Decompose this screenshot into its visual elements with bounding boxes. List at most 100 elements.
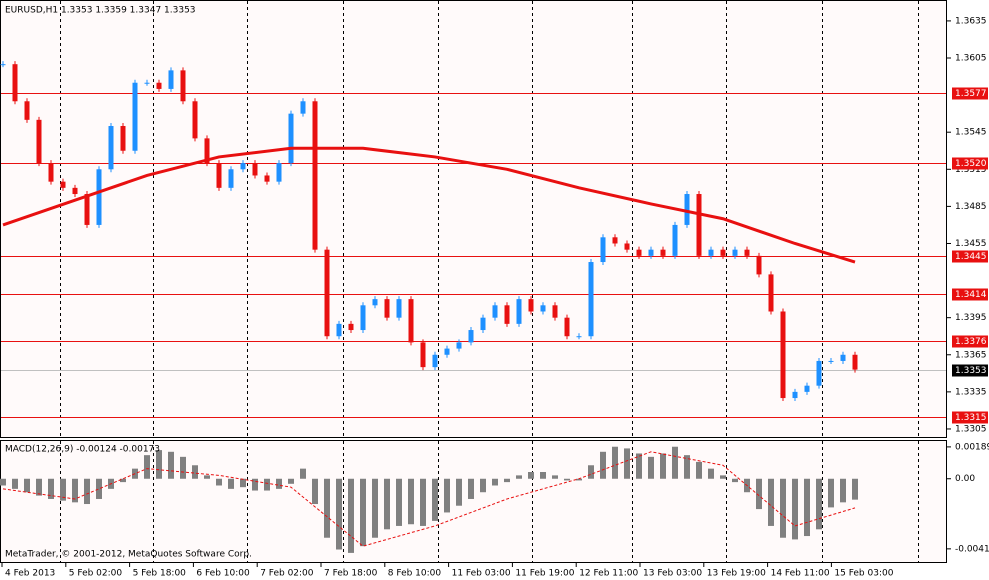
macd-bar (480, 478, 486, 493)
copyright: MetaTrader, © 2001-2012, MetaQuotes Soft… (5, 550, 252, 560)
macd-bar (648, 456, 654, 479)
macd-bar (576, 478, 582, 481)
candle (612, 237, 618, 244)
candle (252, 163, 258, 176)
macd-bar (624, 448, 630, 479)
candle (780, 311, 786, 399)
macd-bar (552, 475, 558, 479)
macd-bar (588, 465, 594, 479)
macd-bar (780, 478, 786, 538)
macd-bar (192, 465, 198, 479)
candle (300, 101, 306, 114)
macd-bar (240, 478, 246, 488)
candle (708, 249, 714, 256)
symbol-info: EURUSD,H1 1.3353 1.3359 1.3347 1.3353 (5, 6, 196, 16)
macd-bar (72, 478, 78, 503)
candle (684, 194, 690, 225)
level-box (952, 288, 988, 301)
x-tick-label: 7 Feb 18:00 (324, 569, 378, 579)
candle (444, 348, 450, 355)
candle (12, 64, 18, 102)
macd-bar (228, 478, 234, 489)
macd-bar (528, 472, 534, 479)
macd-bar (348, 478, 354, 553)
macd-bar (816, 478, 822, 530)
candle (744, 249, 750, 256)
candle (732, 249, 738, 256)
macd-bar (48, 478, 54, 499)
candle (48, 163, 54, 182)
price-pane (0, 0, 947, 438)
candle (576, 336, 582, 338)
level-label: 1.3414 (955, 290, 987, 300)
level-box (952, 335, 988, 348)
candle (24, 101, 30, 120)
macd-bar (168, 451, 174, 479)
candle (0, 64, 6, 66)
y-tick-label: -0.00416 (955, 544, 989, 554)
macd-bar (180, 456, 186, 479)
candle (324, 249, 330, 337)
candle (84, 194, 90, 225)
macd-bar (60, 478, 66, 501)
macd-bar (684, 455, 690, 479)
candle (516, 299, 522, 324)
signal-line (2, 451, 856, 547)
macd-bar (756, 478, 762, 510)
x-tick-label: 5 Feb 18:00 (133, 569, 187, 579)
macd-bar (360, 478, 366, 547)
macd-bar (264, 478, 270, 491)
macd-bar (216, 478, 222, 486)
macd-bar (204, 475, 210, 479)
candle (372, 299, 378, 306)
x-tick-label: 11 Feb 03:00 (452, 569, 511, 579)
candle (420, 342, 426, 368)
candle (816, 360, 822, 386)
candle (180, 70, 186, 102)
candle (672, 224, 678, 256)
level-box (952, 87, 988, 100)
current-price-box (952, 364, 988, 377)
candle (384, 299, 390, 318)
candle (648, 249, 654, 256)
level-box (952, 411, 988, 424)
macd-bar (564, 478, 570, 481)
macd-bar (276, 478, 282, 489)
macd-bar (0, 478, 6, 486)
macd-bar (156, 450, 162, 479)
candle (756, 255, 762, 275)
macd-bar (84, 478, 90, 505)
candle (396, 299, 402, 318)
y-tick-label: 1.3305 (955, 424, 987, 434)
macd-bar (396, 478, 402, 526)
candle (120, 126, 126, 151)
level-label: 1.3315 (955, 413, 987, 423)
candle (552, 305, 558, 318)
level-box (952, 157, 988, 170)
candle (72, 187, 78, 195)
candle (768, 274, 774, 312)
candle (852, 354, 858, 370)
macd-bar (504, 478, 510, 483)
y-tick-label: 1.3365 (955, 350, 987, 360)
level-label: 1.3520 (955, 159, 987, 169)
candle (480, 317, 486, 331)
macd-info: MACD(12,26,9) -0.00124 -0.00173 (5, 445, 160, 455)
macd-bar (144, 455, 150, 479)
candle (588, 262, 594, 337)
candle (312, 101, 318, 250)
candle (204, 138, 210, 164)
macd-bar (540, 472, 546, 479)
macd-bar (36, 478, 42, 496)
macd-bar (384, 478, 390, 530)
candle (408, 299, 414, 343)
macd-bar (672, 446, 678, 479)
candle (60, 181, 66, 188)
macd-bar (252, 478, 258, 491)
macd-bar (732, 478, 738, 483)
candle (348, 323, 354, 331)
macd-bar (336, 478, 342, 550)
candle (96, 169, 102, 225)
macd-bar (12, 478, 18, 489)
